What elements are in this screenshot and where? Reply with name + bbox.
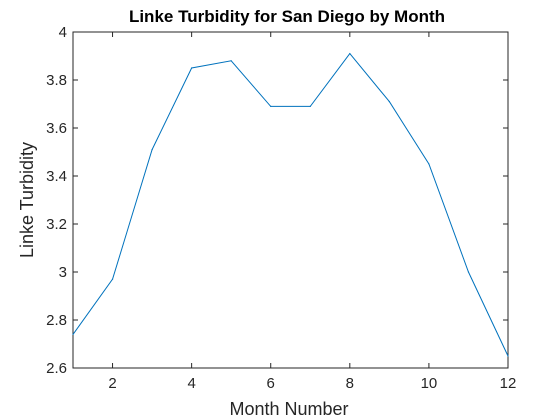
data-point bbox=[270, 106, 271, 107]
chart-title: Linke Turbidity for San Diego by Month bbox=[129, 7, 445, 26]
data-point bbox=[72, 334, 73, 335]
x-tick-label: 10 bbox=[421, 375, 438, 392]
y-tick-label: 3.6 bbox=[46, 120, 67, 137]
data-point bbox=[191, 67, 192, 68]
x-tick-label: 12 bbox=[500, 375, 517, 392]
x-tick-label: 6 bbox=[267, 375, 275, 392]
y-tick-label: 3.2 bbox=[46, 216, 67, 233]
y-axis-label: Linke Turbidity bbox=[17, 142, 37, 258]
x-tick-label: 4 bbox=[187, 375, 195, 392]
data-point bbox=[507, 355, 508, 356]
x-tick-label: 8 bbox=[346, 375, 354, 392]
data-point bbox=[231, 60, 232, 61]
data-point bbox=[428, 163, 429, 164]
data-point bbox=[112, 279, 113, 280]
data-point bbox=[151, 149, 152, 150]
data-point bbox=[468, 271, 469, 272]
y-tick-label: 4 bbox=[59, 24, 67, 41]
y-tick-label: 3 bbox=[59, 264, 67, 281]
y-tick-label: 2.6 bbox=[46, 360, 67, 377]
axes-box bbox=[73, 32, 508, 368]
data-point bbox=[349, 53, 350, 54]
x-tick-label: 2 bbox=[108, 375, 116, 392]
y-tick-label: 3.4 bbox=[46, 168, 67, 185]
plot-area: 2 4 6 8 10 12 2.6 2.8 3 3.2 3.4 3.6 3.8 4 bbox=[46, 24, 516, 392]
data-point bbox=[310, 106, 311, 107]
x-axis-label: Month Number bbox=[229, 399, 348, 419]
y-tick-label: 3.8 bbox=[46, 72, 67, 89]
data-point bbox=[389, 101, 390, 102]
y-tick-label: 2.8 bbox=[46, 312, 67, 329]
